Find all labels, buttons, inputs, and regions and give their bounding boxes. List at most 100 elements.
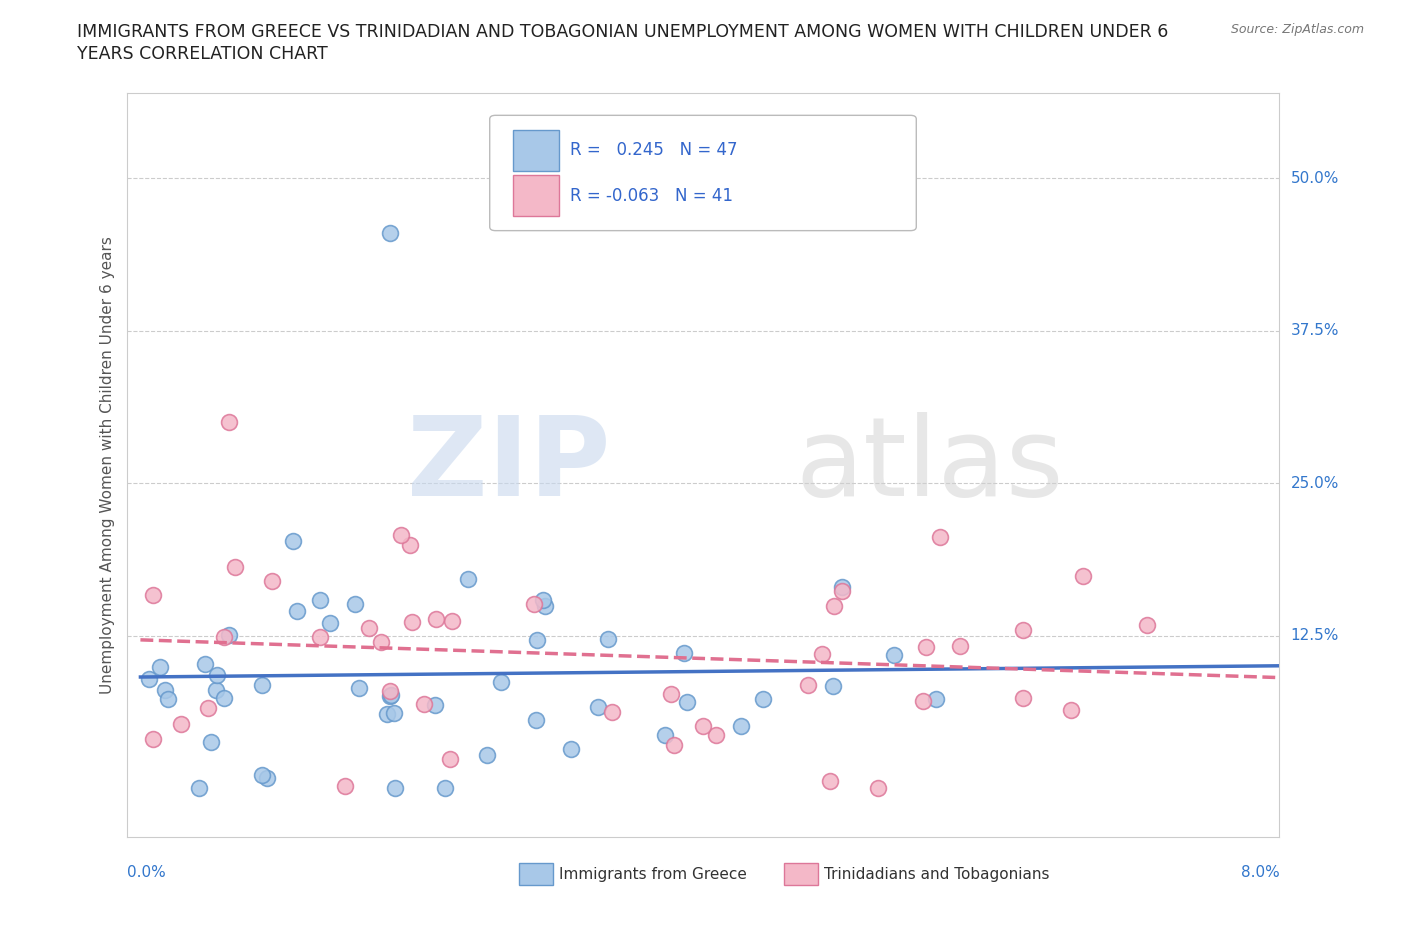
Point xyxy=(170,717,193,732)
Point xyxy=(818,773,841,788)
Text: 12.5%: 12.5% xyxy=(1291,629,1339,644)
Point xyxy=(309,592,332,607)
Point xyxy=(928,529,950,544)
Text: 0.0%: 0.0% xyxy=(127,865,166,880)
Point xyxy=(948,638,970,653)
Point xyxy=(256,771,278,786)
Point xyxy=(398,538,420,552)
Point xyxy=(370,634,392,649)
Point xyxy=(439,752,461,767)
Point xyxy=(477,748,499,763)
Text: 37.5%: 37.5% xyxy=(1291,324,1339,339)
Point xyxy=(212,630,235,644)
Text: ZIP: ZIP xyxy=(408,411,610,519)
Point xyxy=(218,415,240,430)
Text: Source: ZipAtlas.com: Source: ZipAtlas.com xyxy=(1230,23,1364,36)
Bar xyxy=(513,130,560,171)
Text: Trinidadians and Tobagonians: Trinidadians and Tobagonians xyxy=(824,867,1049,882)
Point xyxy=(319,616,342,631)
Point xyxy=(218,628,240,643)
Point xyxy=(378,684,401,698)
Point xyxy=(664,738,686,753)
Point xyxy=(343,596,366,611)
Point xyxy=(384,781,406,796)
Point xyxy=(205,668,228,683)
Point xyxy=(142,731,165,746)
Point xyxy=(752,692,775,707)
Point xyxy=(673,645,696,660)
Point xyxy=(692,719,714,734)
Point xyxy=(831,583,853,598)
Text: IMMIGRANTS FROM GREECE VS TRINIDADIAN AND TOBAGONIAN UNEMPLOYMENT AMONG WOMEN WI: IMMIGRANTS FROM GREECE VS TRINIDADIAN AN… xyxy=(77,23,1168,41)
Point xyxy=(912,694,935,709)
Text: YEARS CORRELATION CHART: YEARS CORRELATION CHART xyxy=(77,45,328,62)
Point xyxy=(596,632,619,647)
Point xyxy=(281,533,304,548)
Point xyxy=(434,781,457,796)
Point xyxy=(425,612,447,627)
Point xyxy=(142,588,165,603)
Text: R = -0.063   N = 41: R = -0.063 N = 41 xyxy=(571,187,734,205)
Point xyxy=(586,699,609,714)
Point xyxy=(704,727,727,742)
Point xyxy=(187,781,209,796)
Point xyxy=(676,695,699,710)
Point xyxy=(823,679,845,694)
Point xyxy=(200,735,222,750)
Bar xyxy=(513,175,560,216)
Point xyxy=(375,707,398,722)
Point xyxy=(1073,568,1095,583)
Point xyxy=(380,687,402,702)
Point xyxy=(523,596,546,611)
Point xyxy=(659,686,682,701)
Point xyxy=(1011,622,1033,637)
Point xyxy=(1060,702,1083,717)
Point xyxy=(285,604,308,618)
Point xyxy=(1136,618,1159,632)
Point xyxy=(333,779,356,794)
Point xyxy=(250,677,273,692)
Bar xyxy=(519,863,553,885)
Point xyxy=(915,640,938,655)
Point xyxy=(309,630,332,644)
Point xyxy=(425,698,447,712)
Point xyxy=(194,657,217,671)
Point xyxy=(823,599,845,614)
Text: 25.0%: 25.0% xyxy=(1291,476,1339,491)
Point xyxy=(224,560,246,575)
Point xyxy=(730,718,752,733)
Point xyxy=(1012,691,1035,706)
Text: R =   0.245   N = 47: R = 0.245 N = 47 xyxy=(571,141,738,159)
Point xyxy=(810,646,832,661)
Point xyxy=(380,226,402,241)
Point xyxy=(378,688,401,703)
Point xyxy=(654,727,676,742)
Point xyxy=(883,648,905,663)
Point xyxy=(531,592,554,607)
Point xyxy=(457,572,479,587)
Point xyxy=(357,621,380,636)
Text: atlas: atlas xyxy=(796,411,1064,519)
FancyBboxPatch shape xyxy=(489,115,917,231)
Bar xyxy=(783,863,818,885)
Point xyxy=(156,691,179,706)
Point xyxy=(347,681,370,696)
Point xyxy=(526,632,548,647)
Point xyxy=(533,599,555,614)
Point xyxy=(138,672,160,687)
Point xyxy=(491,675,513,690)
Point xyxy=(401,615,423,630)
Point xyxy=(831,579,853,594)
Point xyxy=(250,767,273,782)
Point xyxy=(389,527,412,542)
Y-axis label: Unemployment Among Women with Children Under 6 years: Unemployment Among Women with Children U… xyxy=(100,236,115,694)
Point xyxy=(260,574,283,589)
Point xyxy=(205,682,228,697)
Point xyxy=(412,697,434,711)
Point xyxy=(600,704,623,719)
Point xyxy=(866,781,889,796)
Text: 50.0%: 50.0% xyxy=(1291,171,1339,186)
Point xyxy=(797,677,820,692)
Point xyxy=(197,700,219,715)
Point xyxy=(441,614,464,629)
